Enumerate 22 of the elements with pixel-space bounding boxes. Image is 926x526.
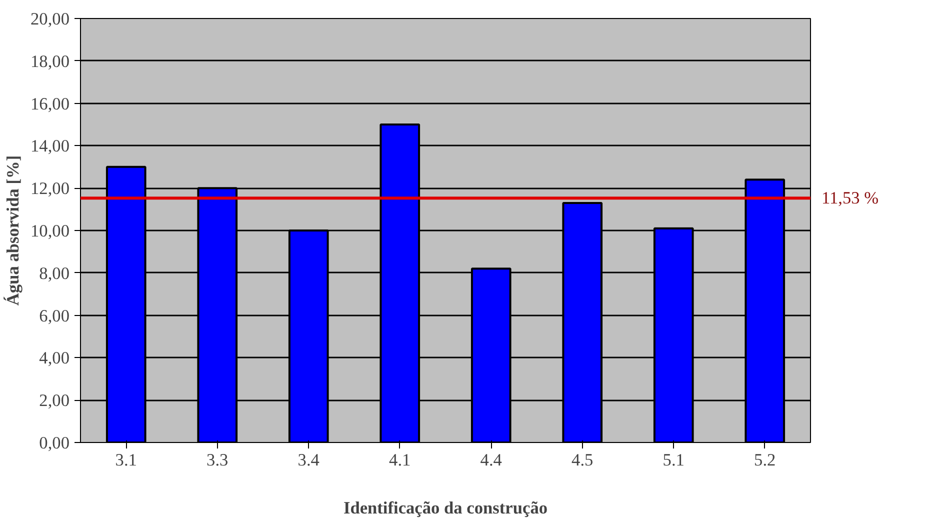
y-tick-label: 6,00 xyxy=(39,306,70,326)
y-tick-label: 8,00 xyxy=(39,264,70,283)
y-axis-title: Água absorvida [%] xyxy=(4,155,23,306)
x-axis-title: Identificação da construção xyxy=(343,498,548,518)
x-tick-label: 4.5 xyxy=(572,450,594,470)
x-tick-label: 5.1 xyxy=(662,450,684,470)
y-tick-label: 16,00 xyxy=(30,94,70,114)
y-tick-label: 18,00 xyxy=(30,52,70,71)
y-tick-label: 12,00 xyxy=(30,179,70,198)
y-tick-label: 0,00 xyxy=(39,434,70,452)
y-tick-label: 4,00 xyxy=(39,348,70,368)
y-tick-label: 20,00 xyxy=(30,10,70,28)
x-tick-label: 4.1 xyxy=(389,450,411,470)
x-tick-label: 5.2 xyxy=(754,450,776,470)
ref-line-label: 11,53 % xyxy=(822,188,879,208)
y-tick-label: 14,00 xyxy=(30,136,70,156)
y-tick-label: 2,00 xyxy=(39,391,70,410)
x-tick-label: 4.4 xyxy=(480,450,502,470)
y-tick-label: 10,00 xyxy=(30,222,70,240)
x-tick-label: 3.1 xyxy=(115,450,137,470)
x-tick-label: 3.3 xyxy=(206,450,228,470)
x-tick-label: 3.4 xyxy=(298,450,320,470)
